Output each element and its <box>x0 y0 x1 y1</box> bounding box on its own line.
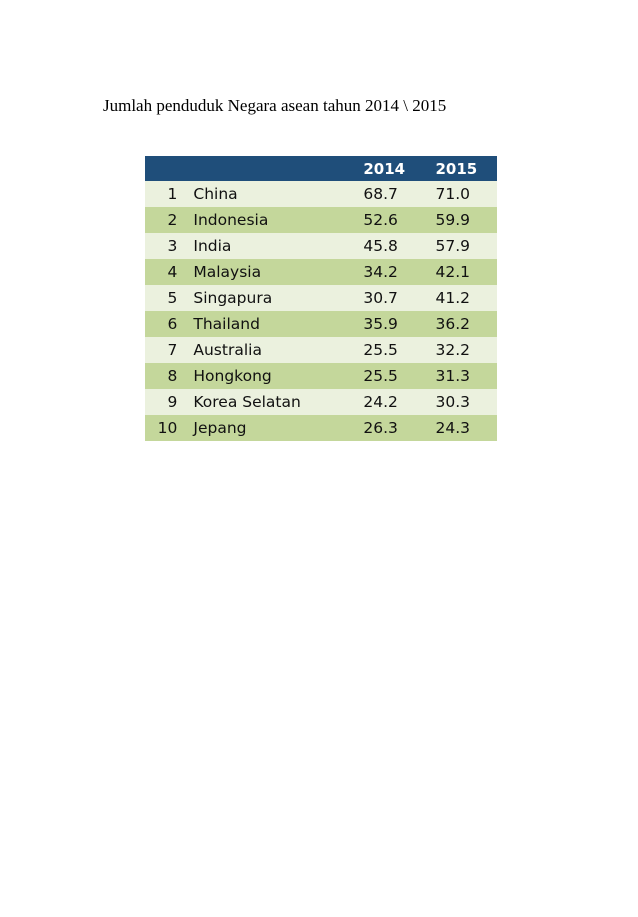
rank-cell: 6 <box>145 311 194 337</box>
value-2015-cell: 71.0 <box>435 181 497 207</box>
value-2014-cell: 25.5 <box>363 363 436 389</box>
value-2014-cell: 68.7 <box>363 181 436 207</box>
country-cell: China <box>193 181 364 207</box>
country-cell: Malaysia <box>193 259 364 285</box>
table-row: 7 Australia 25.5 32.2 <box>145 337 497 363</box>
table-row: 4 Malaysia 34.2 42.1 <box>145 259 497 285</box>
header-2014: 2014 <box>363 156 436 181</box>
rank-cell: 7 <box>145 337 194 363</box>
value-2014-cell: 34.2 <box>363 259 436 285</box>
value-2014-cell: 45.8 <box>363 233 436 259</box>
rank-cell: 1 <box>145 181 194 207</box>
table-row: 1 China 68.7 71.0 <box>145 181 497 207</box>
country-cell: India <box>193 233 364 259</box>
table-row: 3 India 45.8 57.9 <box>145 233 497 259</box>
header-rank <box>145 156 194 181</box>
value-2015-cell: 24.3 <box>435 415 497 441</box>
page-title: Jumlah penduduk Negara asean tahun 2014 … <box>103 96 447 115</box>
population-table: 2014 2015 1 China 68.7 71.0 2 Indonesia 52.6 59… <box>145 156 497 441</box>
country-cell: Singapura <box>193 285 364 311</box>
value-2015-cell: 36.2 <box>435 311 497 337</box>
value-2014-cell: 26.3 <box>363 415 436 441</box>
country-cell: Jepang <box>193 415 364 441</box>
country-cell: Australia <box>193 337 364 363</box>
value-2014-cell: 25.5 <box>363 337 436 363</box>
value-2015-cell: 42.1 <box>435 259 497 285</box>
rank-cell: 3 <box>145 233 194 259</box>
table-row: 10 Jepang 26.3 24.3 <box>145 415 497 441</box>
value-2015-cell: 59.9 <box>435 207 497 233</box>
value-2014-cell: 24.2 <box>363 389 436 415</box>
value-2014-cell: 30.7 <box>363 285 436 311</box>
country-cell: Korea Selatan <box>193 389 364 415</box>
value-2015-cell: 41.2 <box>435 285 497 311</box>
table-row: 6 Thailand 35.9 36.2 <box>145 311 497 337</box>
rank-cell: 9 <box>145 389 194 415</box>
rank-cell: 2 <box>145 207 194 233</box>
rank-cell: 5 <box>145 285 194 311</box>
value-2015-cell: 31.3 <box>435 363 497 389</box>
value-2015-cell: 32.2 <box>435 337 497 363</box>
country-cell: Indonesia <box>193 207 364 233</box>
table-row: 5 Singapura 30.7 41.2 <box>145 285 497 311</box>
country-cell: Thailand <box>193 311 364 337</box>
rank-cell: 10 <box>145 415 194 441</box>
value-2015-cell: 57.9 <box>435 233 497 259</box>
table-row: 8 Hongkong 25.5 31.3 <box>145 363 497 389</box>
value-2014-cell: 35.9 <box>363 311 436 337</box>
table-header-row: 2014 2015 <box>145 156 497 181</box>
table-row: 9 Korea Selatan 24.2 30.3 <box>145 389 497 415</box>
value-2014-cell: 52.6 <box>363 207 436 233</box>
header-2015: 2015 <box>435 156 497 181</box>
rank-cell: 4 <box>145 259 194 285</box>
value-2015-cell: 30.3 <box>435 389 497 415</box>
header-country <box>193 156 364 181</box>
country-cell: Hongkong <box>193 363 364 389</box>
table-row: 2 Indonesia 52.6 59.9 <box>145 207 497 233</box>
rank-cell: 8 <box>145 363 194 389</box>
